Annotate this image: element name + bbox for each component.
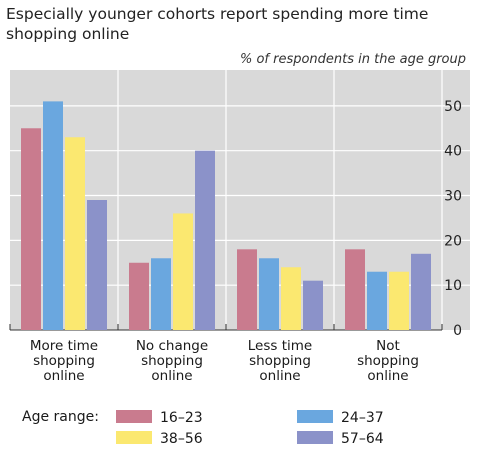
legend-label: 57–64	[341, 431, 384, 447]
legend-label: 38–56	[160, 431, 203, 447]
bar	[303, 280, 323, 330]
legend-swatch	[297, 431, 333, 444]
legend-item: 38–56	[116, 431, 203, 447]
category-label: Not shopping online	[357, 338, 419, 384]
legend-item: 57–64	[297, 431, 384, 447]
tick-strip	[442, 70, 470, 330]
legend-item: 24–37	[297, 410, 384, 426]
y-tick-label: 50	[444, 99, 462, 115]
bar	[43, 101, 63, 331]
bar	[237, 249, 257, 330]
bar	[65, 137, 85, 330]
legend-swatch	[116, 431, 152, 444]
y-tick-label: 30	[444, 189, 462, 205]
bar	[411, 253, 431, 330]
y-tick-label: 20	[444, 233, 462, 249]
y-tick-label: 40	[444, 144, 462, 160]
bar	[281, 267, 301, 330]
bar	[173, 213, 193, 330]
legend-swatch	[116, 410, 152, 423]
y-axis-label: % of respondents in the age group	[239, 52, 466, 67]
bar	[195, 150, 215, 330]
bar	[389, 271, 409, 330]
bar	[367, 271, 387, 330]
bar	[151, 258, 171, 330]
category-label: More time shopping online	[30, 338, 98, 384]
bar	[129, 262, 149, 330]
legend-swatch	[297, 410, 333, 423]
bar	[345, 249, 365, 330]
bar-chart: 0 10 20 30 40 50 More time shopping online No ch…	[9, 70, 470, 384]
bar	[21, 128, 41, 330]
legend-item: 16–23	[116, 410, 203, 426]
category-label: No change shopping online	[136, 338, 208, 384]
bar	[87, 200, 107, 330]
category-label: Less time shopping online	[248, 338, 312, 384]
legend-title: Age range:	[22, 409, 99, 425]
chart-title: Especially younger cohorts report spendi…	[6, 5, 429, 43]
bar	[259, 258, 279, 330]
y-tick-label: 0	[453, 323, 462, 339]
y-tick-label: 10	[444, 278, 462, 294]
legend-label: 24–37	[341, 410, 384, 426]
legend-label: 16–23	[160, 410, 203, 426]
